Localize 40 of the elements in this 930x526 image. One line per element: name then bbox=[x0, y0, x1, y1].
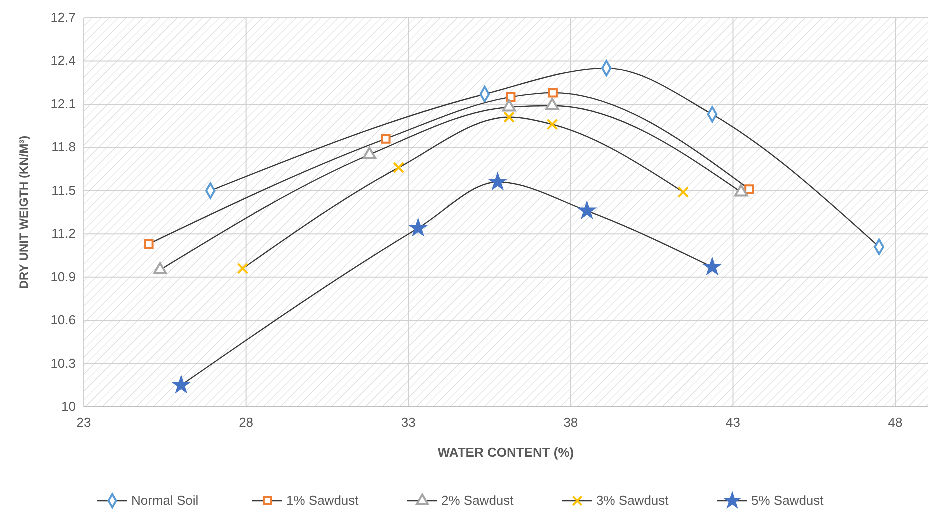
x-tick-label: 33 bbox=[401, 415, 416, 430]
x-tick-label: 43 bbox=[726, 415, 740, 430]
y-tick-label: 10.3 bbox=[50, 356, 76, 371]
y-tick-label: 11.8 bbox=[52, 140, 76, 155]
x-tick-label: 23 bbox=[76, 415, 92, 430]
point bbox=[237, 262, 249, 274]
point bbox=[734, 184, 748, 197]
x-axis-title: WATER CONTENT (%) bbox=[438, 445, 574, 460]
point bbox=[548, 88, 558, 98]
point bbox=[546, 98, 560, 110]
y-tick-label: 10.9 bbox=[50, 269, 76, 284]
legend-label: 2% Sawdust bbox=[442, 493, 514, 508]
point bbox=[362, 147, 377, 160]
legend-label: 5% Sawdust bbox=[752, 493, 824, 508]
point bbox=[678, 186, 690, 198]
point bbox=[144, 239, 154, 250]
legend-label: 1% Sawdust bbox=[286, 493, 360, 508]
point bbox=[579, 202, 596, 218]
point bbox=[381, 134, 391, 144]
y-tick-label: 12.4 bbox=[50, 53, 76, 68]
point bbox=[546, 118, 558, 130]
point bbox=[393, 162, 405, 174]
legend-label: 3% Sawdust bbox=[596, 493, 670, 508]
y-tick-label: 11.2 bbox=[52, 226, 76, 242]
legend-label: Normal Soil bbox=[132, 493, 199, 508]
y-tick-label: 12.7 bbox=[50, 10, 76, 25]
x-tick-label: 48 bbox=[888, 415, 903, 430]
y-axis-title: DRY UNIT WEIGTH (KN/M³) bbox=[17, 136, 31, 290]
y-tick-label: 10 bbox=[62, 399, 76, 414]
y-tick-label: 11.5 bbox=[52, 182, 76, 198]
point bbox=[506, 92, 516, 102]
point bbox=[490, 174, 506, 190]
x-tick-label: 28 bbox=[239, 415, 254, 430]
y-tick-label: 10.6 bbox=[50, 312, 76, 328]
point bbox=[744, 184, 754, 194]
point bbox=[153, 262, 168, 275]
point bbox=[504, 112, 515, 124]
y-tick-label: 12.1 bbox=[50, 96, 76, 112]
x-tick-label: 38 bbox=[564, 415, 578, 430]
point bbox=[502, 100, 516, 112]
